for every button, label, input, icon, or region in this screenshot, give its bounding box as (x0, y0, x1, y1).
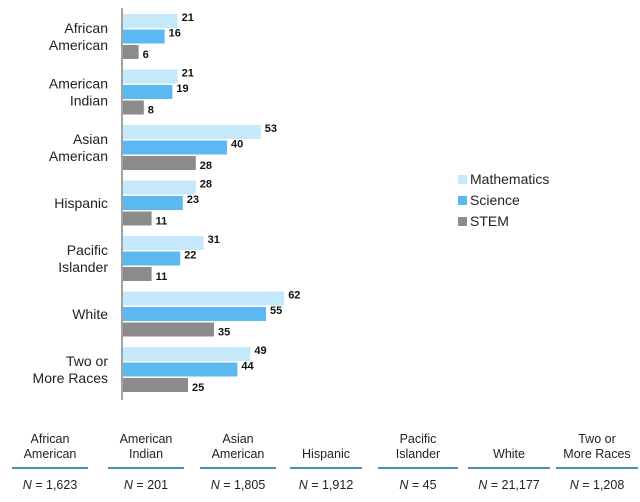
value-label-science-2: 40 (231, 139, 243, 151)
bar-stem-4 (123, 267, 152, 281)
bar-mathematics-3 (123, 180, 196, 195)
sample-size-value-4: N = 45 (399, 478, 437, 492)
legend-swatch-mathematics (458, 175, 467, 184)
sample-size-header-row: African American American Indian Asian Ame… (0, 430, 640, 469)
value-label-science-3: 23 (187, 194, 199, 206)
value-label-stem-4: 11 (156, 271, 168, 283)
sample-size-header-0: African American (23, 432, 77, 461)
bar-science-4 (123, 251, 181, 266)
bar-mathematics-0 (123, 14, 178, 28)
legend-label-stem: STEM (470, 213, 509, 229)
bar-mathematics-2 (123, 125, 261, 139)
sample-size-divider-0 (12, 467, 88, 469)
sample-size-divider-4 (378, 467, 458, 469)
category-label-4: Pacific Islander (58, 242, 108, 275)
sample-size-value-3: N = 1,912 (298, 478, 354, 492)
bar-science-3 (123, 196, 183, 210)
bar-science-5 (123, 307, 266, 321)
bar-science-1 (123, 85, 173, 99)
sample-size-divider-3 (290, 467, 362, 469)
value-label-mathematics-0: 21 (182, 12, 194, 24)
bar-stem-0 (123, 45, 139, 59)
sample-size-value-2: N = 1,805 (210, 478, 266, 492)
category-label-3: Hispanic (54, 195, 108, 211)
value-label-mathematics-4: 31 (208, 234, 220, 246)
bar-stem-5 (123, 322, 214, 337)
bar-stem-2 (123, 156, 196, 170)
value-label-science-0: 16 (169, 28, 181, 40)
bar-stem-1 (123, 100, 144, 115)
sample-size-value-6: N = 1,208 (569, 478, 625, 492)
category-label-2: Asian American (49, 131, 108, 164)
value-label-mathematics-2: 53 (265, 123, 277, 135)
value-label-mathematics-6: 49 (254, 345, 266, 357)
value-label-stem-1: 8 (148, 105, 154, 117)
value-label-science-4: 22 (184, 250, 196, 262)
sample-size-header-2: Asian American (211, 432, 265, 461)
sample-size-value-5: N = 21,177 (478, 478, 540, 492)
category-label-0: African American (49, 20, 108, 53)
category-labels: African American American Indian Asian Americ… (33, 20, 109, 386)
sample-size-divider-6 (556, 467, 638, 469)
sample-size-header-1: American Indian (119, 432, 173, 461)
legend: Mathematics Science STEM (458, 171, 549, 229)
bar-science-2 (123, 140, 227, 155)
value-label-science-1: 19 (176, 83, 188, 95)
value-label-stem-5: 35 (218, 327, 230, 339)
value-label-stem-0: 6 (143, 49, 149, 61)
sample-size-divider-1 (108, 467, 184, 469)
value-label-stem-3: 11 (156, 216, 168, 228)
sample-size-header-4: Pacific Islander (395, 432, 441, 461)
bar-mathematics-1 (123, 69, 178, 84)
sample-size-divider-2 (200, 467, 276, 469)
category-label-6: Two or More Races (33, 353, 109, 386)
bar-science-6 (123, 362, 238, 377)
sample-size-value-row: N = 1,623 N = 201 N = 1,805 N = 1,912 N = 45… (0, 466, 640, 502)
category-label-1: American Indian (49, 76, 108, 109)
value-label-mathematics-3: 28 (200, 179, 212, 191)
legend-label-science: Science (470, 192, 520, 208)
value-label-mathematics-1: 21 (182, 68, 194, 80)
value-label-science-6: 44 (241, 361, 254, 373)
bar-mathematics-5 (123, 291, 285, 306)
sample-size-table: African American American Indian Asian Ame… (0, 430, 640, 502)
bar-mathematics-6 (123, 347, 251, 361)
legend-swatch-stem (458, 217, 467, 226)
category-label-5: White (72, 306, 108, 322)
legend-label-mathematics: Mathematics (470, 171, 549, 187)
legend-swatch-science (458, 196, 467, 205)
bar-stem-3 (123, 211, 152, 226)
value-label-stem-6: 25 (192, 382, 204, 394)
sample-size-header-5: White (493, 447, 525, 461)
sample-size-header-6: Two or More Races (563, 432, 631, 461)
bar-chart: 2116621198534028282311312211625535494425… (33, 8, 549, 400)
value-label-science-5: 55 (270, 305, 282, 317)
value-label-stem-2: 28 (200, 160, 212, 172)
sample-size-header-3: Hispanic (302, 447, 350, 461)
sample-size-value-1: N = 201 (123, 478, 169, 492)
bar-mathematics-4 (123, 236, 204, 250)
sample-size-value-0: N = 1,623 (22, 478, 78, 492)
bar-science-0 (123, 29, 165, 44)
sample-size-divider-5 (468, 467, 550, 469)
value-label-mathematics-5: 62 (288, 290, 300, 302)
bar-stem-6 (123, 378, 188, 392)
